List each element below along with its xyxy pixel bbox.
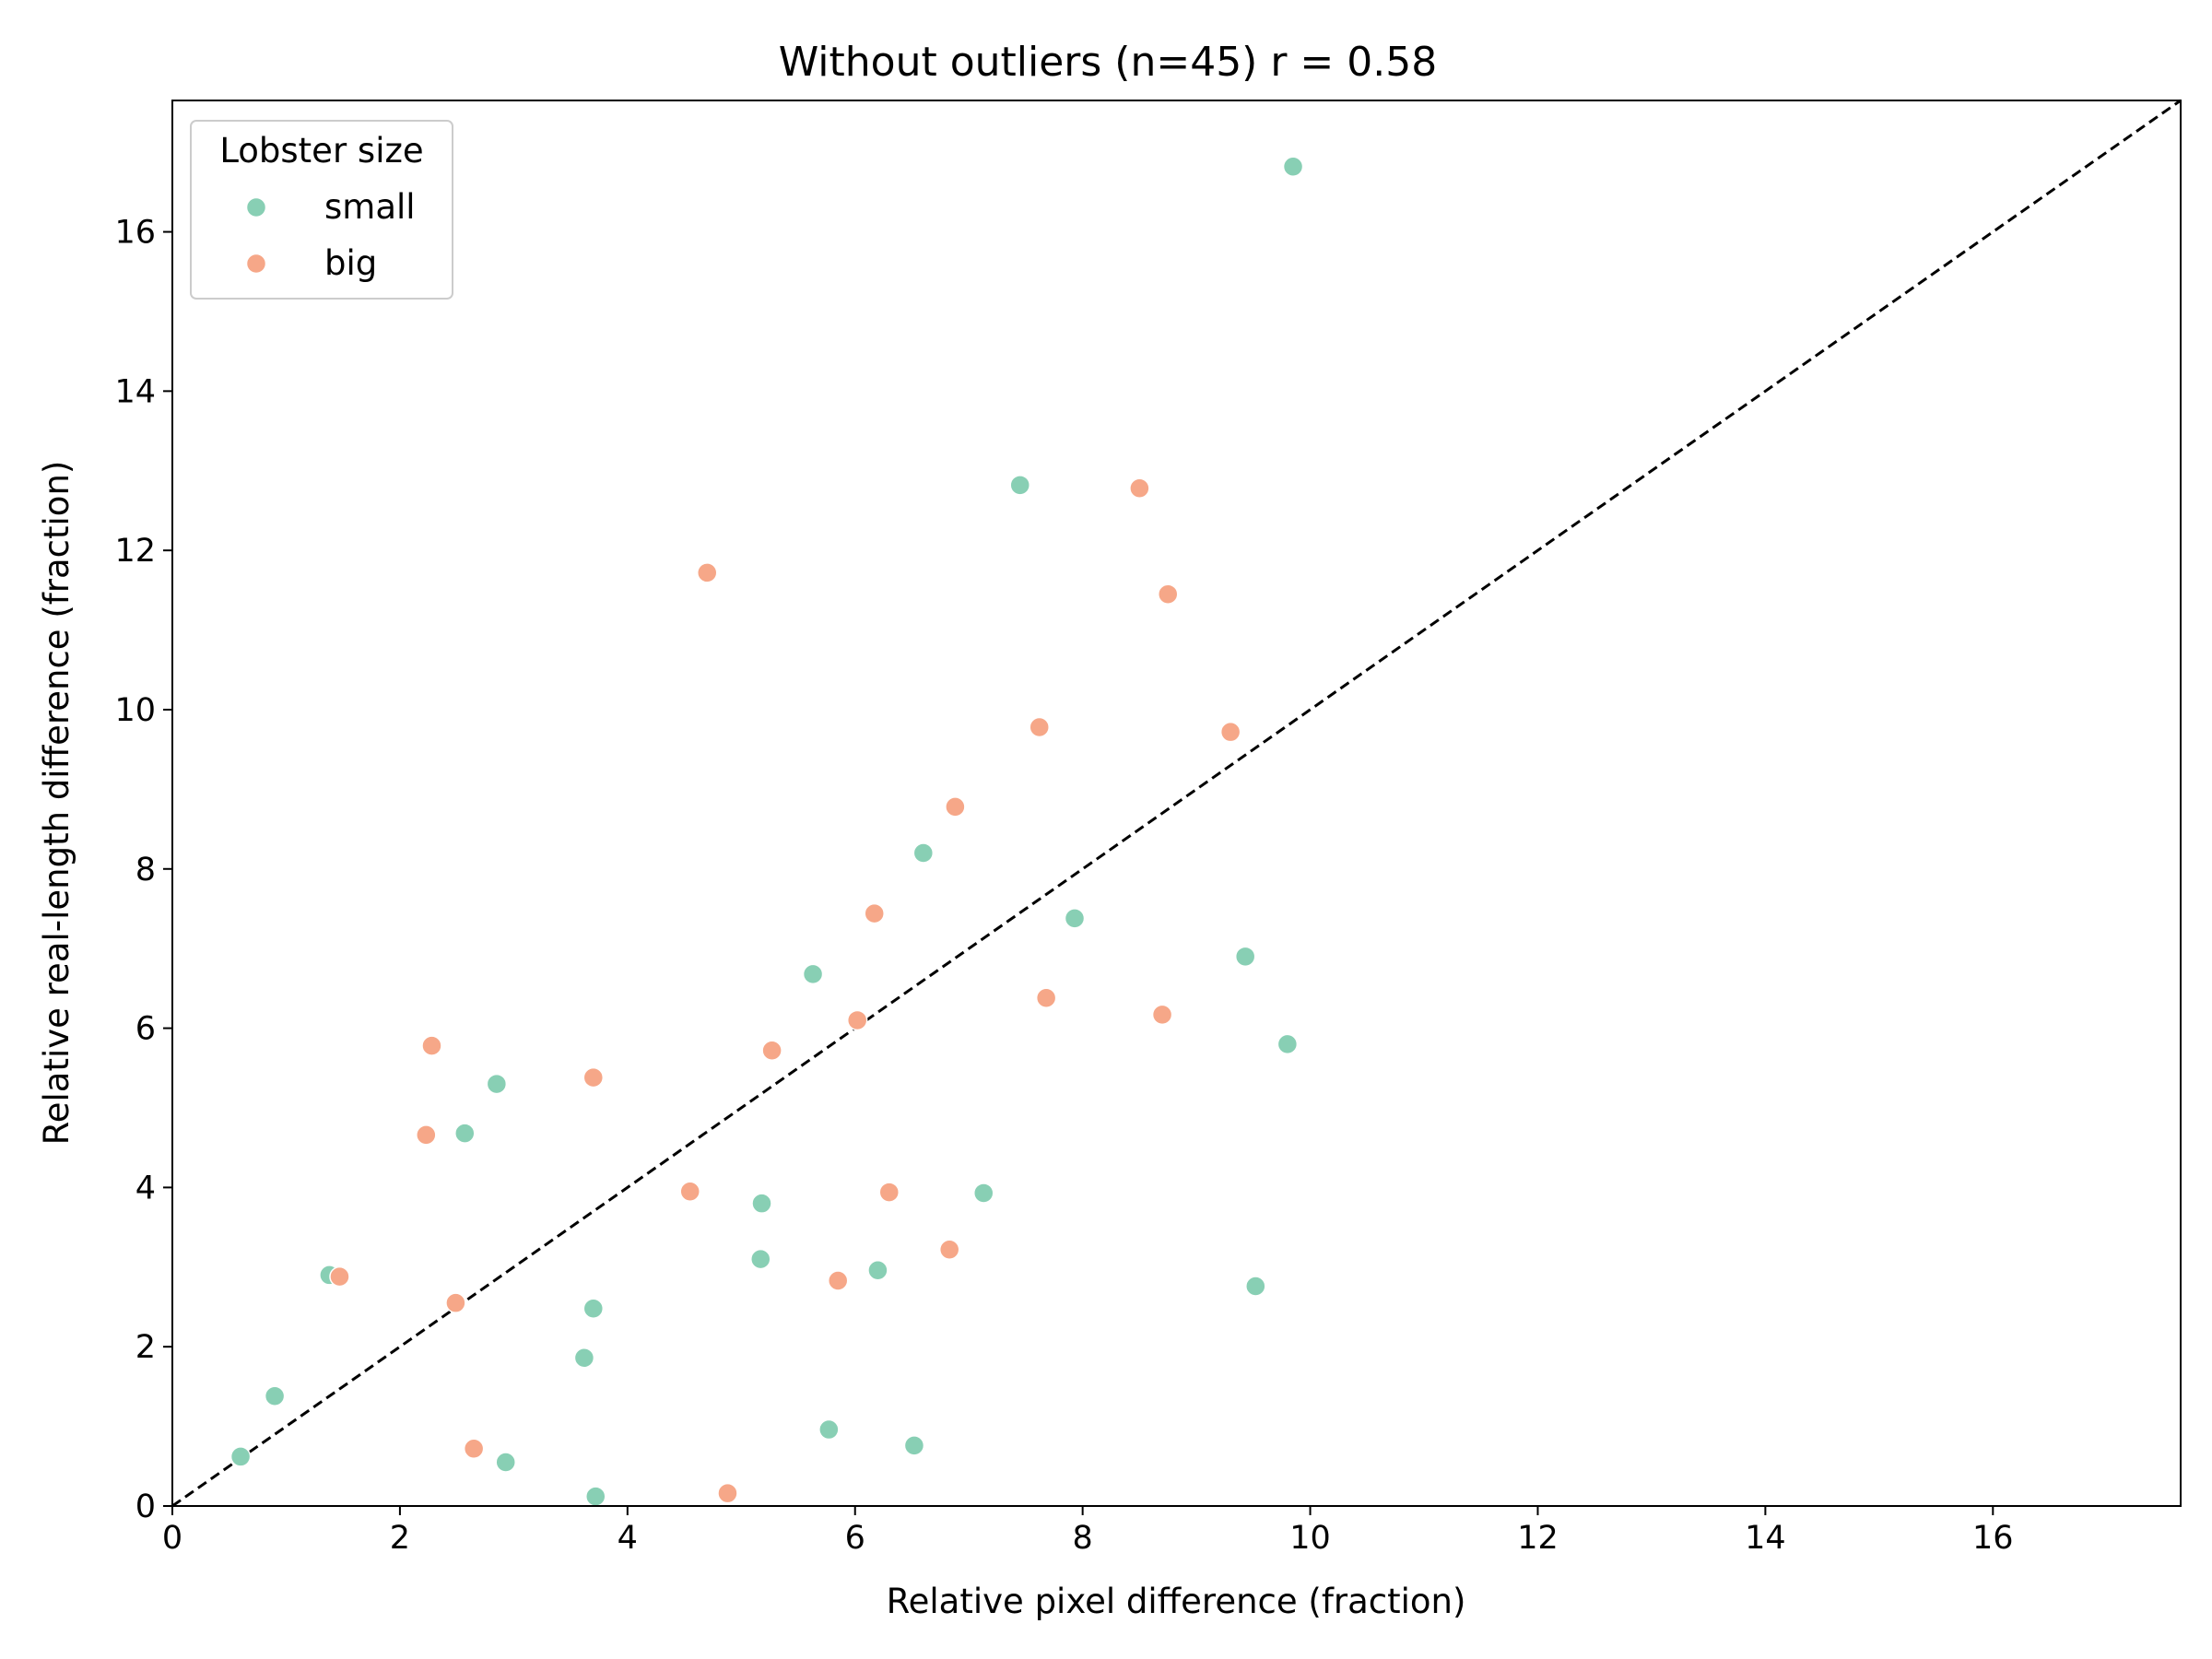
point-big-20 — [1157, 583, 1179, 605]
point-small-7 — [582, 1298, 605, 1319]
point-small-3 — [454, 1123, 476, 1144]
point-small-11 — [802, 963, 824, 985]
point-big-3 — [445, 1292, 466, 1313]
y-tick-label-4: 4 — [135, 1170, 156, 1206]
point-big-17 — [1035, 987, 1057, 1009]
point-small-5 — [495, 1452, 516, 1473]
x-tick-label-10: 10 — [1289, 1520, 1331, 1557]
y-axis-ticks: 0 2 4 6 8 10 12 14 16 — [114, 215, 172, 1525]
y-axis-label: Relative real-length difference (fractio… — [37, 461, 76, 1146]
x-axis-ticks: 0 2 4 6 8 10 12 14 16 — [162, 1506, 2014, 1557]
chart-title: Without outliers (n=45) r = 0.58 — [779, 39, 1437, 86]
series-big — [329, 477, 1241, 1504]
point-big-15 — [945, 796, 966, 818]
legend-marker-small — [245, 196, 267, 218]
plot-frame — [171, 100, 2182, 1507]
y-tick-label-0: 0 — [135, 1488, 156, 1525]
point-small-6 — [573, 1347, 595, 1369]
plot-area — [171, 99, 2182, 1508]
point-big-7 — [696, 562, 718, 583]
x-tick-label-0: 0 — [162, 1520, 182, 1557]
point-big-12 — [864, 902, 885, 924]
x-tick-label-4: 4 — [618, 1520, 638, 1557]
point-big-11 — [846, 1009, 868, 1031]
x-tick-label-16: 16 — [1972, 1520, 2014, 1557]
y-tick-label-8: 8 — [135, 852, 156, 888]
point-small-16 — [972, 1182, 994, 1204]
y-tick-label-10: 10 — [114, 692, 156, 729]
point-big-0 — [329, 1265, 350, 1288]
point-small-8 — [585, 1486, 606, 1507]
point-big-14 — [938, 1239, 960, 1261]
y-tick-label-2: 2 — [135, 1329, 156, 1366]
point-big-18 — [1129, 477, 1150, 500]
legend-marker-big — [245, 253, 267, 275]
legend-label-small: small — [324, 187, 416, 227]
reference-line — [171, 99, 2182, 1508]
legend-label-big: big — [324, 243, 377, 283]
point-big-1 — [416, 1124, 437, 1146]
point-small-12 — [818, 1418, 840, 1441]
point-big-9 — [761, 1040, 782, 1062]
point-small-15 — [912, 842, 935, 864]
y-tick-label-12: 12 — [114, 533, 156, 570]
point-small-17 — [1009, 475, 1030, 496]
x-tick-label-6: 6 — [845, 1520, 865, 1557]
point-big-4 — [463, 1438, 485, 1460]
x-tick-label-14: 14 — [1745, 1520, 1786, 1557]
point-small-10 — [751, 1193, 772, 1214]
y-tick-label-6: 6 — [135, 1011, 156, 1048]
point-small-19 — [1234, 946, 1256, 968]
point-small-21 — [1277, 1033, 1299, 1055]
point-big-19 — [1151, 1004, 1173, 1026]
point-big-21 — [1219, 721, 1241, 743]
x-axis-label: Relative pixel difference (fraction) — [887, 1582, 1466, 1621]
x-tick-label-12: 12 — [1517, 1520, 1559, 1557]
point-small-20 — [1245, 1276, 1266, 1297]
y-tick-label-16: 16 — [114, 215, 156, 252]
point-big-10 — [827, 1270, 849, 1291]
point-big-8 — [717, 1482, 738, 1504]
point-big-5 — [582, 1066, 605, 1088]
legend-title: Lobster size — [219, 131, 423, 171]
legend: Lobster size small big — [190, 120, 453, 300]
x-tick-label-2: 2 — [390, 1520, 410, 1557]
point-small-18 — [1064, 908, 1086, 929]
point-big-16 — [1029, 716, 1050, 738]
point-big-2 — [421, 1035, 442, 1056]
point-small-1 — [264, 1385, 286, 1407]
point-big-6 — [679, 1181, 700, 1202]
point-small-9 — [750, 1248, 771, 1270]
point-small-14 — [903, 1435, 925, 1456]
series-small — [229, 156, 1304, 1507]
point-small-0 — [229, 1446, 252, 1467]
point-small-4 — [486, 1073, 508, 1095]
x-tick-label-8: 8 — [1073, 1520, 1093, 1557]
y-tick-label-14: 14 — [114, 373, 156, 410]
point-small-22 — [1282, 156, 1304, 177]
point-big-13 — [878, 1182, 900, 1203]
point-small-13 — [867, 1259, 888, 1281]
